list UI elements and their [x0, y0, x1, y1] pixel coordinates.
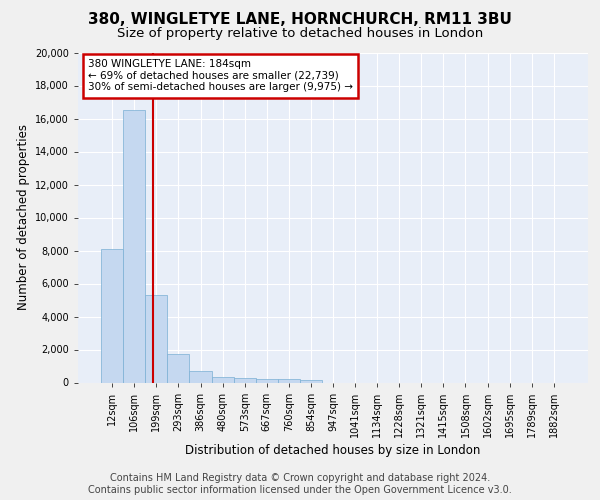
Bar: [300, 380, 322, 382]
Bar: [256, 379, 278, 382]
Y-axis label: Number of detached properties: Number of detached properties: [17, 124, 29, 310]
Bar: [101, 249, 123, 382]
Text: Size of property relative to detached houses in London: Size of property relative to detached ho…: [117, 28, 483, 40]
X-axis label: Distribution of detached houses by size in London: Distribution of detached houses by size …: [185, 444, 481, 457]
Bar: [190, 371, 212, 382]
Text: 380 WINGLETYE LANE: 184sqm
← 69% of detached houses are smaller (22,739)
30% of : 380 WINGLETYE LANE: 184sqm ← 69% of deta…: [88, 59, 353, 92]
Text: 380, WINGLETYE LANE, HORNCHURCH, RM11 3BU: 380, WINGLETYE LANE, HORNCHURCH, RM11 3B…: [88, 12, 512, 28]
Bar: [167, 354, 190, 382]
Bar: [123, 110, 145, 382]
Bar: [233, 378, 256, 382]
Bar: [278, 380, 300, 382]
Bar: [145, 295, 167, 382]
Bar: [212, 376, 233, 382]
Text: Contains HM Land Registry data © Crown copyright and database right 2024.
Contai: Contains HM Land Registry data © Crown c…: [88, 474, 512, 495]
